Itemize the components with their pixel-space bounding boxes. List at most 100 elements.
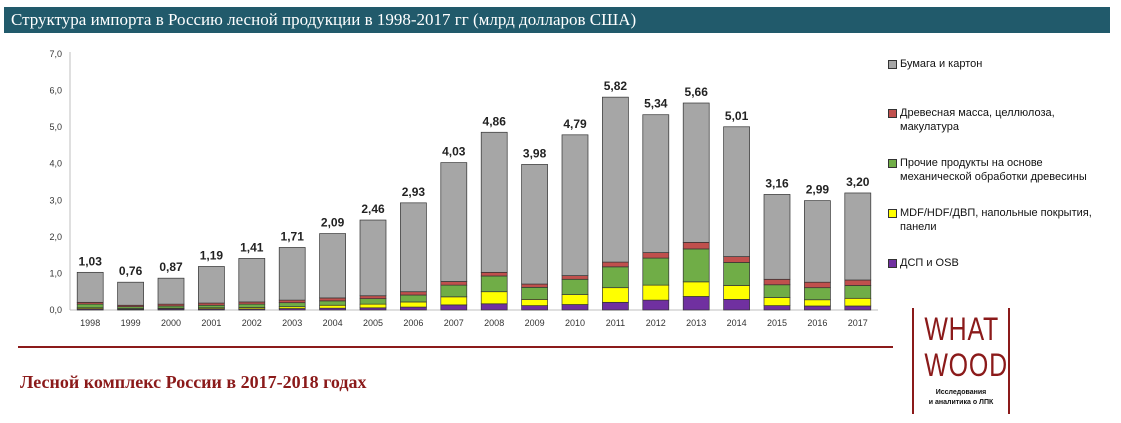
bar-segment <box>682 241 710 250</box>
data-label: 5,82 <box>604 79 628 93</box>
bar-segment <box>723 126 750 257</box>
data-label: 5,66 <box>685 85 709 99</box>
data-label: 5,01 <box>725 109 749 123</box>
bar-segment <box>844 305 872 311</box>
bar-segment <box>521 283 548 288</box>
y-tick-label: 4,0 <box>49 159 62 169</box>
bar-segment <box>359 219 387 297</box>
logo-caption-line: Исследования <box>935 389 987 396</box>
bar-segment <box>561 275 589 280</box>
bar-segment <box>278 302 306 308</box>
bar-segment <box>319 233 346 299</box>
bar-segment <box>682 248 710 283</box>
bar-segment <box>440 296 468 306</box>
bar-segment <box>521 286 548 300</box>
bar-segment <box>844 297 872 307</box>
bar-segment <box>804 299 831 307</box>
bar-segment <box>602 261 629 268</box>
x-tick-label: 2003 <box>282 318 302 328</box>
data-label: 1,71 <box>281 229 305 243</box>
bar-segment <box>763 278 791 286</box>
bar-segment <box>319 297 346 302</box>
bar-segment <box>804 287 831 301</box>
bar-segment <box>440 281 468 286</box>
bar-segment <box>400 202 427 293</box>
bar-segment <box>723 256 750 263</box>
x-tick-label: 2010 <box>565 318 585 328</box>
bar-segment <box>117 281 144 306</box>
x-tick-label: 2013 <box>686 318 706 328</box>
bar-segment <box>480 291 508 305</box>
y-tick-label: 6,0 <box>49 86 62 96</box>
legend-swatch <box>888 109 897 118</box>
bar-segment <box>359 295 387 300</box>
bar-segment <box>440 162 468 282</box>
x-tick-label: 2012 <box>646 318 666 328</box>
x-tick-label: 2017 <box>848 318 868 328</box>
bar-segment <box>198 304 225 309</box>
data-label: 2,09 <box>321 216 345 230</box>
x-tick-label: 2014 <box>727 318 747 328</box>
bar-segment <box>157 277 185 305</box>
bar-segment <box>844 192 872 281</box>
x-tick-label: 2005 <box>363 318 383 328</box>
whatwood-logo: WHAT WOOD Исследования и аналитика о ЛПК <box>912 308 1010 414</box>
bar-segment <box>602 96 629 263</box>
bar-segment <box>763 297 791 306</box>
bar-segment <box>723 299 750 311</box>
bar-segment <box>400 306 427 311</box>
data-label: 1,41 <box>240 240 264 254</box>
bar-segment <box>723 285 750 300</box>
bar-segment <box>763 305 791 311</box>
data-label: 3,98 <box>523 146 547 160</box>
bar-segment <box>440 304 468 311</box>
x-tick-label: 2001 <box>201 318 221 328</box>
bar-segment <box>400 294 427 303</box>
y-tick-label: 5,0 <box>49 122 62 132</box>
bar-segment <box>238 258 266 303</box>
x-tick-label: 2009 <box>525 318 545 328</box>
bar-segment <box>723 262 750 286</box>
bar-segment <box>480 303 508 311</box>
legend-label: Древесная масса, целлюлоза, макулатура <box>900 107 1055 133</box>
bar-segment <box>319 304 346 309</box>
bar-segment <box>521 305 548 311</box>
logo-word-bottom: WOOD <box>924 347 1008 383</box>
data-label: 2,46 <box>361 202 385 216</box>
bar-segment <box>480 271 508 277</box>
chart-title: Структура импорта в Россию лесной продук… <box>4 7 1110 33</box>
bar-segment <box>844 285 872 299</box>
data-label: 3,20 <box>846 175 870 189</box>
x-tick-label: 2000 <box>161 318 181 328</box>
logo-caption: Исследования и аналитика о ЛПК <box>914 388 1008 408</box>
bar-segment <box>602 266 629 289</box>
data-label: 0,87 <box>159 260 183 274</box>
logo-caption-line: и аналитика о ЛПК <box>928 399 994 406</box>
x-tick-label: 1999 <box>121 318 141 328</box>
data-label: 4,86 <box>483 114 507 128</box>
data-label: 1,03 <box>79 254 103 268</box>
bar-segment <box>844 279 872 286</box>
bar-segment <box>480 131 508 273</box>
data-label: 5,34 <box>644 97 668 111</box>
bar-segment <box>763 284 791 298</box>
x-tick-label: 2004 <box>323 318 343 328</box>
bar-segment <box>400 301 427 308</box>
bar-segment <box>521 299 548 306</box>
legend-swatch <box>888 209 897 218</box>
stacked-bar-chart: 0,0 1,0 2,0 3,0 4,0 5,0 6,0 7,0 1,03 1998 0,76 1999… <box>49 49 878 328</box>
data-label: 4,79 <box>563 117 587 131</box>
legend-label: MDF/HDF/ДВП, напольные покрытия, панели <box>900 207 1092 233</box>
bar-segment <box>642 284 670 301</box>
bar-segment <box>440 284 468 298</box>
data-label: 2,99 <box>806 183 830 197</box>
bar-segment <box>561 294 589 305</box>
divider <box>18 346 893 348</box>
bar-segment <box>642 252 670 259</box>
bar-segment <box>642 299 670 311</box>
bar-segment <box>561 304 589 311</box>
bar-segment <box>682 296 710 311</box>
y-tick-label: 2,0 <box>49 232 62 242</box>
legend-swatch <box>888 159 897 168</box>
y-tick-label: 7,0 <box>49 49 62 59</box>
